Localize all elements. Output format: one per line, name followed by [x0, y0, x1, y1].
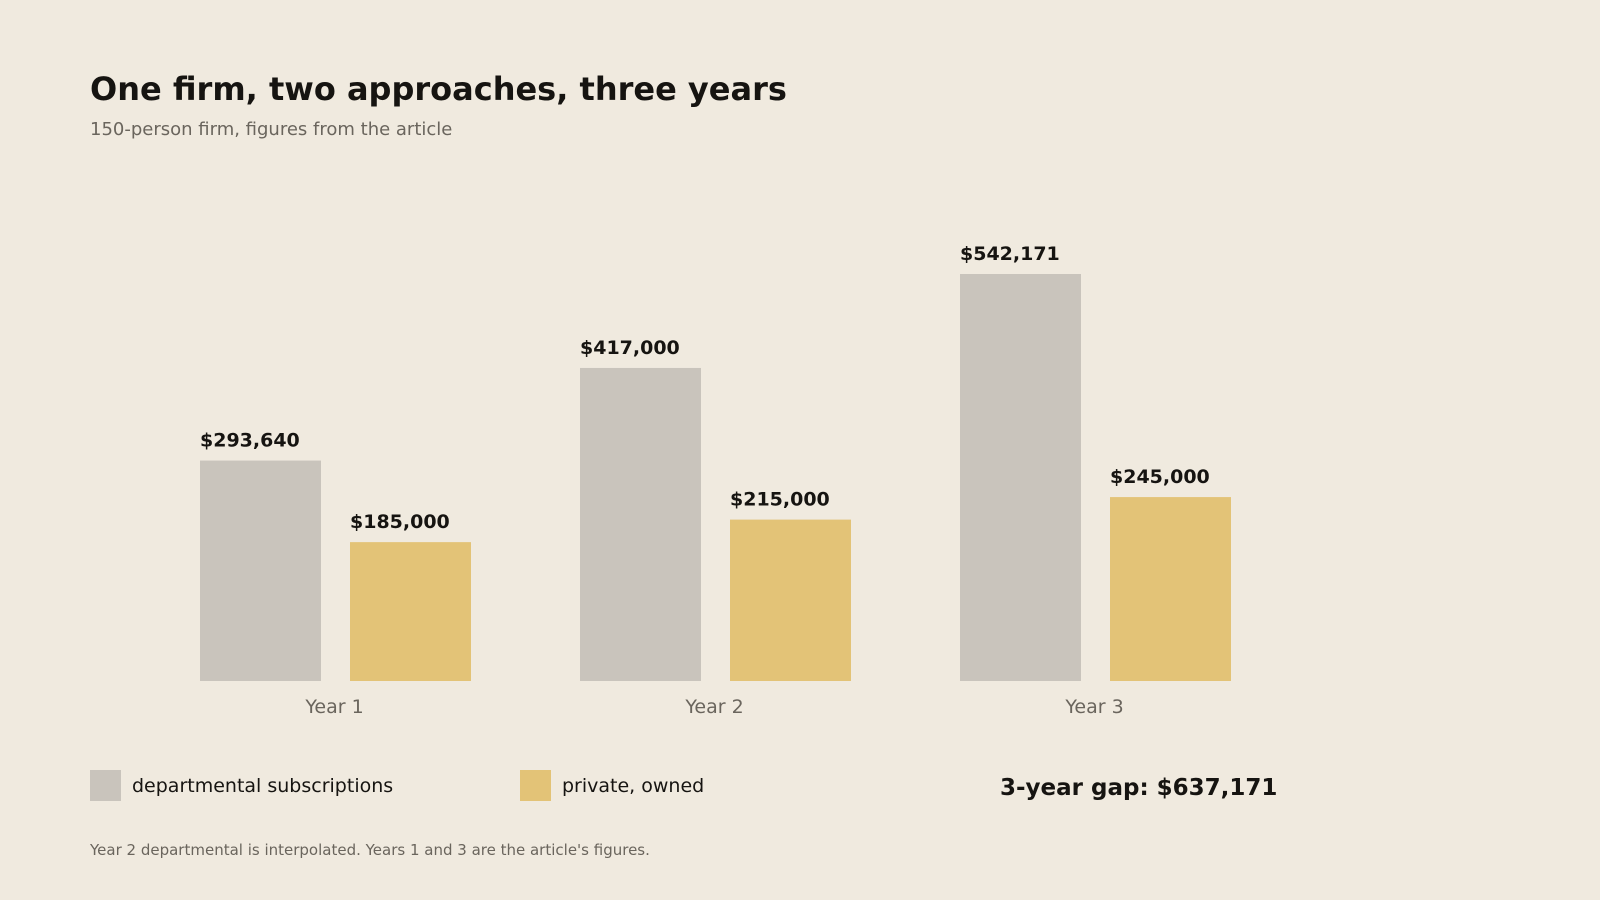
- chart-subtitle: 150-person firm, figures from the articl…: [90, 119, 453, 140]
- data-label-departmental-year-1: $293,640: [200, 430, 300, 452]
- data-label-private-year-3: $245,000: [1110, 466, 1210, 488]
- legend-item-departmental: departmental subscriptions: [90, 770, 393, 801]
- bar-private-year-2: [730, 519, 851, 681]
- legend-swatch-private: [520, 770, 551, 801]
- legend-label-private: private, owned: [562, 774, 705, 797]
- x-tick-label-year-2: Year 2: [684, 696, 743, 718]
- legend-item-private: private, owned: [520, 770, 704, 801]
- data-label-private-year-2: $215,000: [730, 489, 830, 511]
- x-tick-label-year-3: Year 3: [1064, 696, 1123, 718]
- bar-private-year-3: [1110, 497, 1231, 681]
- bar-departmental-year-2: [580, 367, 701, 681]
- three-year-gap-annotation: 3-year gap: $637,171: [1000, 775, 1278, 801]
- bar-departmental-year-1: [200, 460, 321, 681]
- data-label-departmental-year-2: $417,000: [580, 337, 680, 359]
- legend-label-departmental: departmental subscriptions: [132, 774, 394, 797]
- data-label-private-year-1: $185,000: [350, 511, 450, 533]
- legend-swatch-departmental: [90, 770, 121, 801]
- x-tick-label-year-1: Year 1: [304, 696, 363, 718]
- footnote: Year 2 departmental is interpolated. Yea…: [90, 841, 650, 859]
- bar-departmental-year-3: [960, 274, 1081, 681]
- data-label-departmental-year-3: $542,171: [960, 243, 1060, 265]
- bar-private-year-1: [350, 542, 471, 681]
- chart-title: One firm, two approaches, three years: [90, 70, 787, 108]
